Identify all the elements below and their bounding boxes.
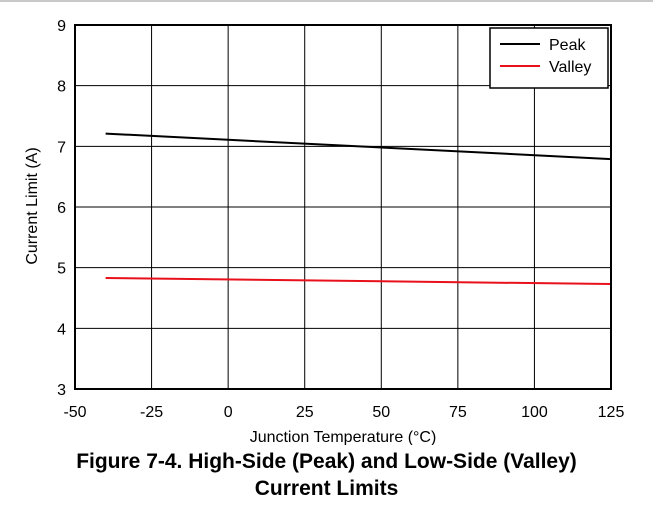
x-tick-label: -25 <box>140 404 163 421</box>
y-tick-label: 6 <box>57 200 66 217</box>
x-tick-label: 0 <box>224 404 233 421</box>
y-tick-label: 8 <box>57 79 66 96</box>
y-tick-label: 3 <box>57 382 66 399</box>
y-tick-label: 7 <box>57 139 66 156</box>
x-tick-label: 100 <box>521 404 548 421</box>
legend-box <box>489 27 609 89</box>
top-rule <box>0 0 653 2</box>
data-series <box>105 132 612 286</box>
figure-caption: Figure 7-4. High-Side (Peak) and Low-Sid… <box>0 448 653 502</box>
x-axis-label: Junction Temperature (°C) <box>250 429 437 445</box>
x-tick-label: 50 <box>372 404 390 421</box>
caption-line-1: Figure 7-4. High-Side (Peak) and Low-Sid… <box>76 450 577 473</box>
x-tick-label: -50 <box>63 404 86 421</box>
y-tick-label: 4 <box>57 321 66 338</box>
y-tick-label: 9 <box>57 18 66 35</box>
y-tick-labels: 3 4 5 6 7 8 9 <box>57 18 66 399</box>
y-axis-label: Current Limit (A) <box>24 147 41 264</box>
legend: Peak Valley <box>489 27 609 89</box>
plot-frame <box>74 24 612 390</box>
x-tick-label: 75 <box>449 404 467 421</box>
x-tick-label: 25 <box>296 404 314 421</box>
y-tick-label: 5 <box>57 261 66 278</box>
legend-label-peak: Peak <box>549 37 586 54</box>
legend-label-valley: Valley <box>549 59 591 76</box>
series-line-valley <box>105 276 612 286</box>
x-tick-label: 125 <box>598 404 625 421</box>
series-line-peak <box>105 132 612 161</box>
x-tick-labels: -50 -25 0 25 50 75 100 125 <box>63 404 624 421</box>
caption-line-2: Current Limits <box>254 477 399 500</box>
line-chart: -50 -25 0 25 50 75 100 125 3 4 5 6 7 8 9 Junction Tem… <box>24 18 624 445</box>
